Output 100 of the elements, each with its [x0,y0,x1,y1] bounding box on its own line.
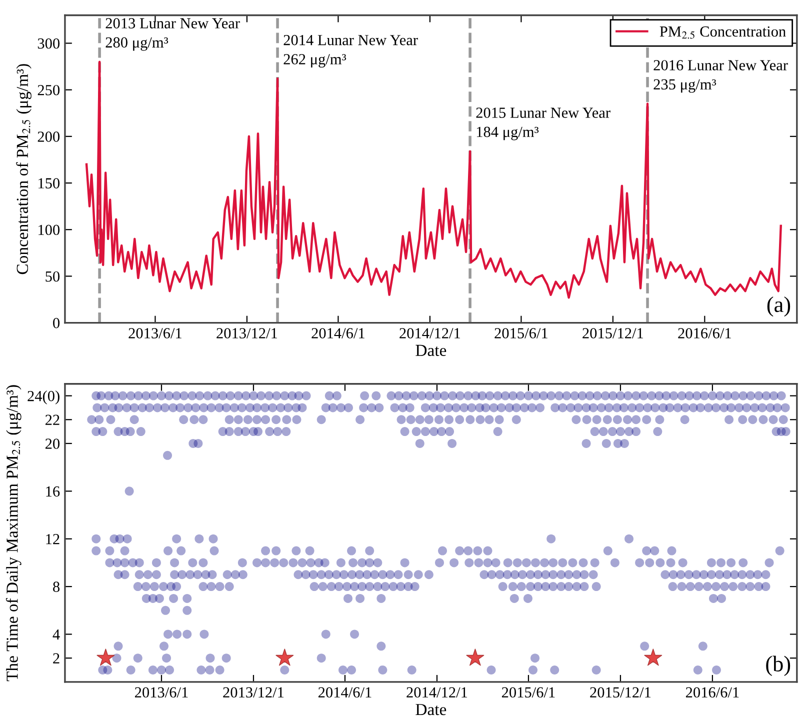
point [347,546,356,556]
point [193,570,202,580]
point [316,654,326,663]
point [120,558,130,568]
point [112,654,122,663]
point [196,666,206,675]
point [215,666,224,675]
point [429,427,438,436]
point [316,415,326,424]
point [592,415,602,424]
point [282,427,291,436]
point [106,415,116,424]
point [523,594,532,603]
point [572,582,582,592]
point [534,570,543,580]
point [273,427,282,436]
point [526,570,535,580]
point [730,570,740,580]
point [541,570,550,580]
annotation: (b) [766,656,790,676]
point [620,438,629,448]
y-tick-label: 20 [45,438,60,449]
point [306,558,316,568]
point [326,582,336,592]
point [210,546,219,556]
point [343,594,352,603]
point [179,415,188,424]
point [558,558,568,568]
point [172,534,182,544]
point [424,415,434,424]
annotation: 2013 Lunar New Year 280 μg/m³ [106,18,240,51]
y-tick-label: 250 [38,84,60,96]
point [198,415,208,424]
x-tick-label: 2014/12/1 [400,328,460,338]
point [632,415,641,424]
point [746,582,755,592]
point [580,582,589,592]
point [348,558,358,568]
point [686,582,695,592]
point [224,415,234,424]
point [324,570,334,580]
point [434,558,444,568]
point [653,427,662,436]
point [126,427,135,436]
point [487,570,496,580]
point [528,666,538,675]
point [305,546,314,556]
point [230,570,240,580]
x-tick-label: 2014/6/1 [312,328,364,338]
x-tick-label: 2015/12/1 [590,687,651,698]
point [342,582,352,592]
point [738,558,748,568]
point [466,648,484,666]
point [356,594,365,603]
point [294,570,303,580]
point [473,546,482,556]
point [455,415,464,424]
point [279,558,288,568]
point [280,666,290,675]
point [534,582,543,592]
point [270,558,280,568]
point [706,570,716,580]
point [644,648,662,666]
y-tick-label: 8 [53,582,60,592]
point [592,582,601,592]
y-tick-label: 4 [52,629,60,640]
x-tick-label: 2016/6/1 [686,687,739,698]
point [655,415,664,424]
point [176,546,186,556]
point [434,415,444,424]
point [134,570,144,580]
point [252,415,262,424]
point [182,594,192,603]
point [172,582,182,592]
point [568,558,578,568]
point [348,570,357,580]
point [339,570,348,580]
point [288,558,298,568]
point [640,642,650,651]
point [358,582,367,592]
point [376,642,386,651]
point [582,415,592,424]
point [164,630,173,639]
point [378,666,388,675]
point [261,558,270,568]
y-tick-label: 24(0) [28,390,60,404]
point [612,415,622,424]
point [667,546,676,556]
point [194,438,203,448]
x-axis-title: Date [416,344,446,356]
point [738,570,747,580]
point [378,570,388,580]
point [610,558,620,568]
point [714,570,724,580]
point [141,582,150,592]
point [746,570,755,580]
point [624,534,634,544]
point [261,546,270,556]
point [194,534,204,544]
point [706,558,716,568]
